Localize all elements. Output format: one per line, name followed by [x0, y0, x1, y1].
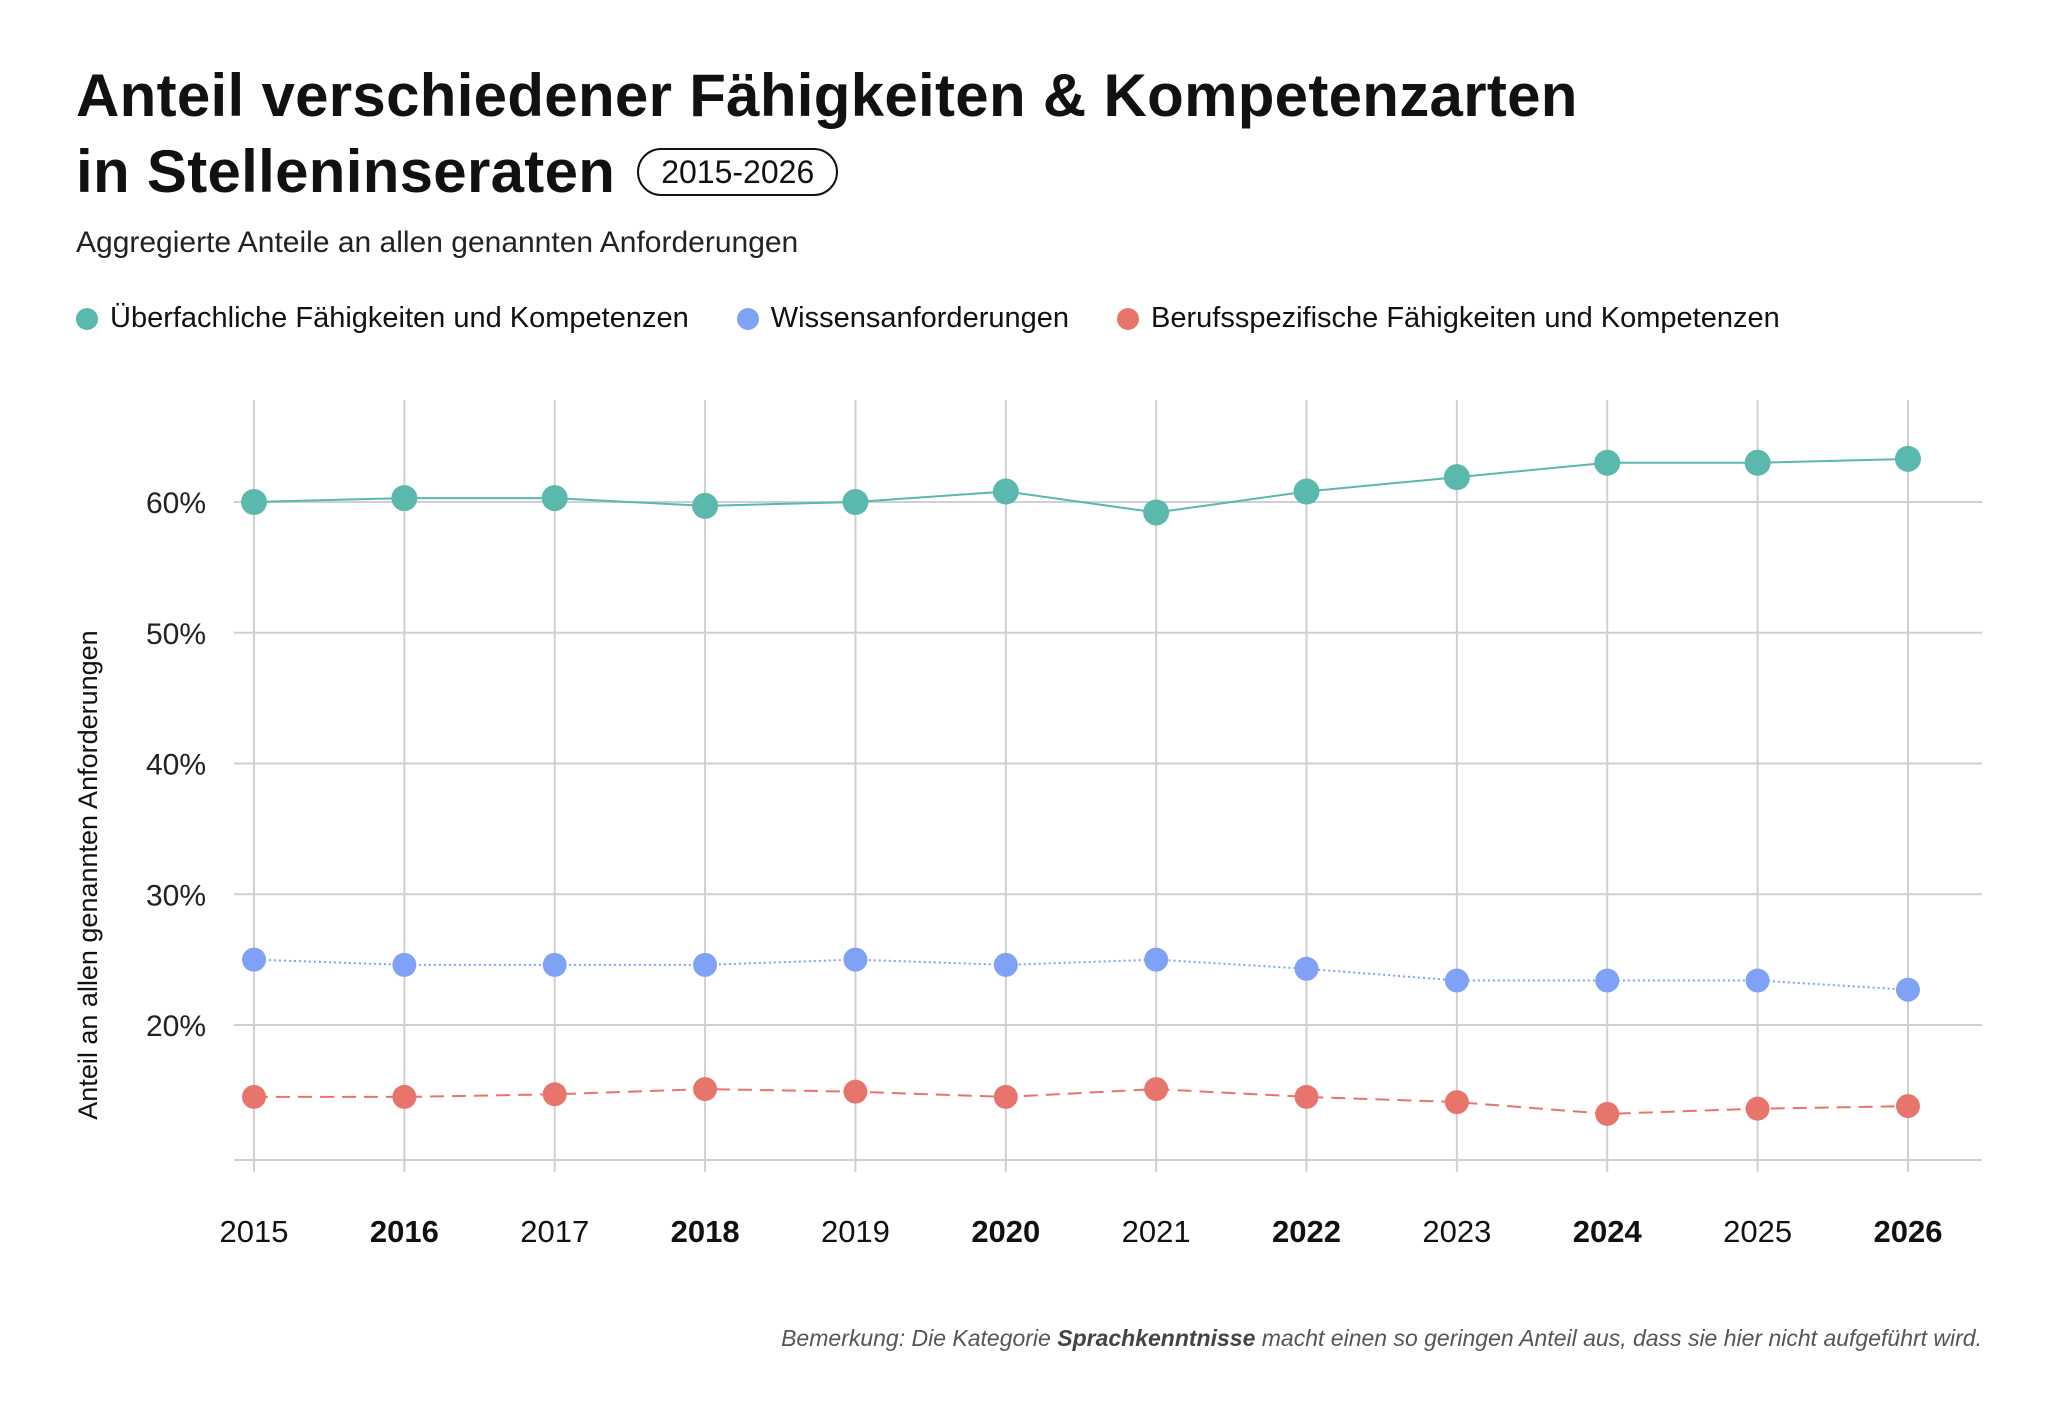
data-point — [843, 947, 868, 972]
series-2 — [242, 1077, 1920, 1126]
x-tick-label: 2024 — [1573, 1214, 1643, 1249]
series-line — [254, 1088, 1909, 1115]
x-tick-label: 2019 — [821, 1214, 890, 1249]
year-range-badge: 2015-2026 — [637, 148, 839, 197]
data-point — [693, 952, 718, 977]
chart-title: Anteil verschiedener Fähigkeiten & Kompe… — [76, 58, 1578, 210]
data-point — [1745, 1096, 1770, 1121]
legend-item-ueberfachlich: Überfachliche Fähigkeiten und Kompetenze… — [76, 302, 689, 335]
data-point — [1444, 968, 1469, 993]
data-point — [392, 952, 417, 977]
footnote-suffix: macht einen so geringen Anteil aus, dass… — [1255, 1325, 1982, 1351]
series-line — [253, 457, 1909, 514]
data-point — [242, 1084, 266, 1109]
y-tick-label: 20% — [146, 1010, 206, 1043]
data-point — [392, 1084, 417, 1109]
x-tick-label: 2015 — [220, 1214, 289, 1249]
footnote-prefix: Bemerkung: Die Kategorie — [781, 1325, 1058, 1351]
y-tick-label: 40% — [146, 749, 206, 782]
legend-label-wissen: Wissensanforderungen — [770, 302, 1069, 334]
series-layer — [241, 445, 1921, 1126]
title-line-1: Anteil verschiedener Fähigkeiten & Kompe… — [76, 62, 1578, 129]
legend-item-wissen: Wissensanforderungen — [736, 302, 1069, 335]
data-point — [1444, 1090, 1469, 1115]
y-axis-label: Anteil an allen genannten Anforderungen — [73, 630, 103, 1119]
title-line-2-text: in Stelleninseraten — [76, 138, 616, 205]
axis-layer: 20% 30% 40% 50% 60% 2015 2016 2017 2018 2019 2020 2… — [146, 487, 1942, 1249]
legend-dot-wissen — [736, 307, 759, 330]
x-tick-label: 2021 — [1122, 1214, 1191, 1249]
data-point — [1144, 947, 1169, 972]
data-point — [1294, 1084, 1319, 1109]
title-line-2: in Stelleninseraten 2015-2026 — [76, 134, 1578, 210]
legend-dot-berufsspezifisch — [1117, 307, 1139, 330]
footnote: Bemerkung: Die Kategorie Sprachkenntniss… — [781, 1325, 1982, 1352]
data-point — [693, 1077, 718, 1102]
data-point — [993, 952, 1018, 977]
data-point — [242, 947, 266, 972]
x-tick-label: 2018 — [671, 1214, 740, 1249]
legend-label-berufsspezifisch: Berufsspezifische Fähigkeiten und Kompet… — [1151, 302, 1780, 334]
data-point — [1894, 445, 1921, 472]
series-0 — [241, 445, 1921, 526]
data-point — [1144, 1077, 1169, 1102]
data-point — [843, 1079, 868, 1104]
data-point — [1294, 956, 1319, 981]
data-point — [842, 489, 869, 515]
x-tick-label: 2025 — [1723, 1214, 1792, 1249]
data-point — [391, 485, 418, 512]
data-point — [1595, 1101, 1620, 1126]
x-tick-label: 2026 — [1873, 1214, 1942, 1249]
legend-label-ueberfachlich: Überfachliche Fähigkeiten und Kompetenze… — [110, 302, 689, 334]
data-point — [1594, 449, 1621, 476]
data-point — [1895, 1094, 1920, 1119]
y-tick-label: 60% — [146, 487, 206, 520]
y-tick-label: 30% — [146, 879, 206, 912]
x-tick-label: 2016 — [370, 1214, 439, 1249]
data-point — [1443, 464, 1470, 491]
data-point — [542, 952, 567, 977]
data-point — [1143, 499, 1170, 526]
data-point — [241, 489, 267, 515]
data-point — [1595, 968, 1620, 993]
legend: Überfachliche Fähigkeiten und Kompetenze… — [76, 302, 1828, 335]
data-point — [993, 1084, 1018, 1109]
chart-subtitle: Aggregierte Anteile an allen genannten A… — [76, 226, 799, 259]
x-tick-label: 2022 — [1272, 1214, 1341, 1249]
data-point — [1293, 478, 1320, 505]
data-point — [542, 1082, 567, 1107]
data-point — [692, 492, 719, 519]
data-point — [992, 478, 1019, 505]
x-tick-label: 2023 — [1422, 1214, 1491, 1249]
data-point — [541, 485, 568, 512]
series-line — [253, 958, 1909, 991]
x-tick-label: 2020 — [971, 1214, 1040, 1249]
footnote-emphasis: Sprachkenntnisse — [1057, 1325, 1256, 1351]
data-point — [1744, 449, 1771, 476]
grid-layer — [234, 400, 1982, 1172]
legend-item-berufsspezifisch: Berufsspezifische Fähigkeiten und Kompet… — [1117, 302, 1780, 335]
legend-dot-ueberfachlich — [76, 307, 98, 330]
series-1 — [242, 947, 1920, 1002]
data-point — [1745, 968, 1770, 993]
data-point — [1895, 977, 1920, 1002]
y-tick-label: 50% — [146, 618, 206, 651]
x-tick-label: 2017 — [520, 1214, 589, 1249]
